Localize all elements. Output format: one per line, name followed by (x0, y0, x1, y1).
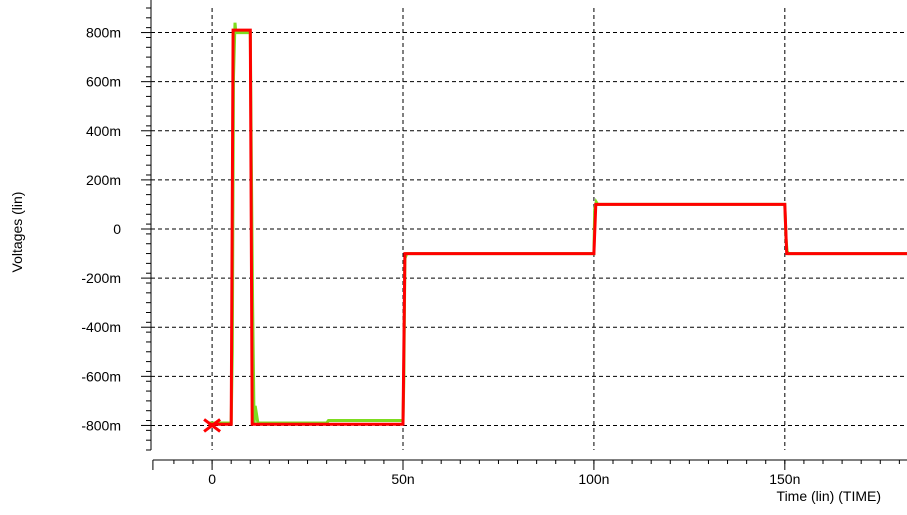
y-tick-label: 600m (86, 74, 121, 90)
series-line-2 (208, 28, 907, 426)
tick-labels: 800m 600m 400m 200m 0 -200m -400m -600m -800m 0 50… (81, 25, 800, 487)
y-axis-label: Voltages (lin) (9, 192, 25, 273)
y-tick-label: 0 (113, 221, 121, 237)
axes (141, 0, 907, 470)
gridlines (151, 8, 907, 450)
y-tick-label: -800m (81, 417, 121, 433)
y-tick-label: -200m (81, 270, 121, 286)
y-tick-label: -400m (81, 319, 121, 335)
series-group (203, 22, 907, 433)
x-marker (203, 418, 221, 433)
y-tick-label: 200m (86, 172, 121, 188)
y-tick-label: 800m (86, 25, 121, 41)
series-line-1 (208, 22, 907, 425)
y-tick-label: -600m (81, 368, 121, 384)
x-tick-label: 50n (391, 471, 414, 487)
x-marker-stroke (203, 418, 221, 433)
x-tick-label: 100n (578, 471, 609, 487)
y-tick-label: 400m (86, 123, 121, 139)
x-tick-label: 0 (208, 471, 216, 487)
x-axis-label: Time (lin) (TIME) (777, 488, 881, 504)
x-tick-label: 150n (769, 471, 800, 487)
